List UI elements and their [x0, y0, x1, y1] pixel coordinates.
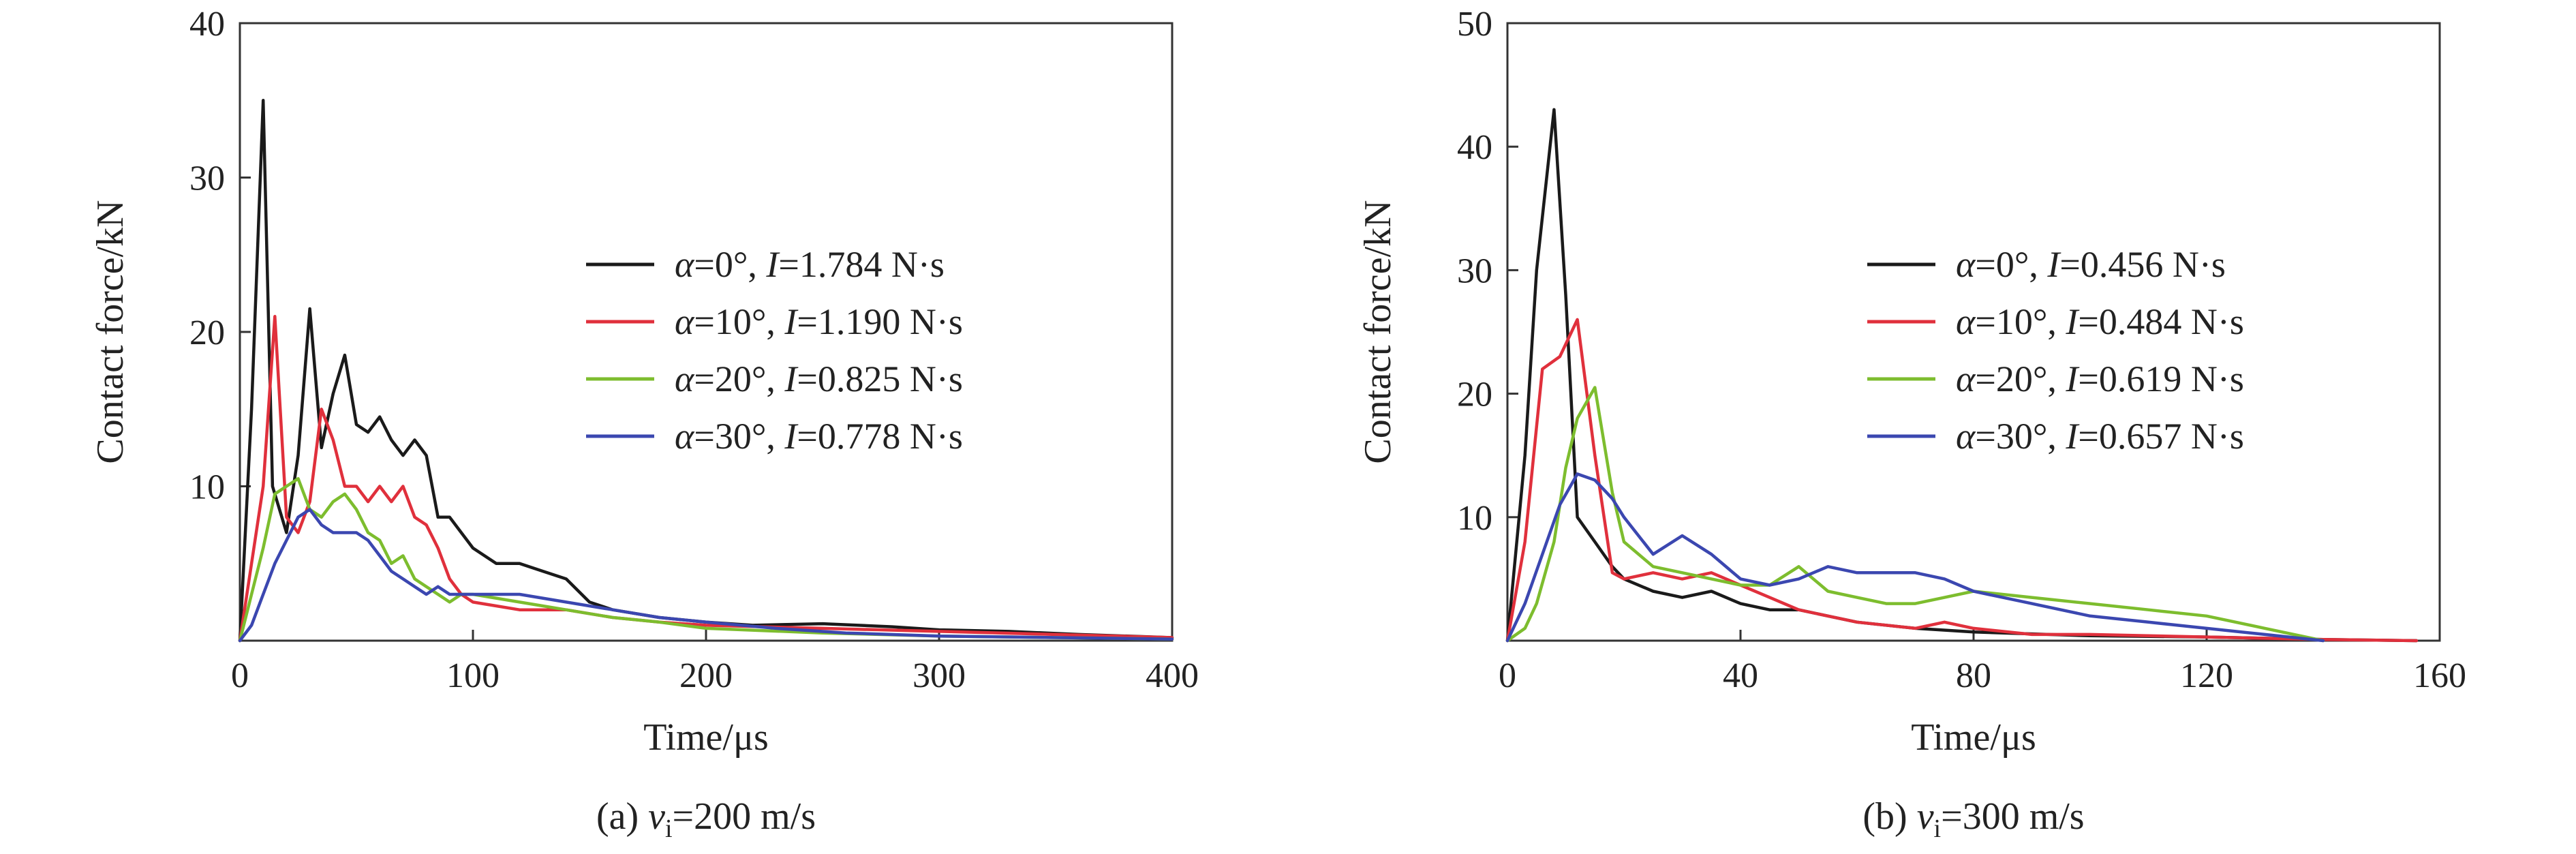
x-tick-label: 100 — [446, 656, 500, 695]
x-tick-label: 80 — [1956, 656, 1991, 695]
legend-entry: α=0°, I=1.784 N·s — [675, 244, 945, 285]
legend-entry: α=20°, I=0.619 N·s — [1956, 359, 2244, 399]
x-tick-label: 120 — [2180, 656, 2233, 695]
x-tick-label: 300 — [913, 656, 966, 695]
legend: α=0°, I=1.784 N·s α=10°, I=1.190 N·s α=20°… — [586, 244, 963, 457]
chart-panel-a: 0 100 200 300 400 10 20 30 40 Time/μs Contact forc… — [89, 5, 1199, 843]
y-tick-label: 30 — [189, 159, 225, 198]
x-tick-label: 0 — [1499, 656, 1516, 695]
chart-panel-b: 0 40 80 120 160 10 20 30 40 50 Time/μs Contact forc… — [1357, 5, 2466, 843]
legend: α=0°, I=0.456 N·s α=10°, I=0.484 N·s α=20°… — [1867, 244, 2244, 457]
legend-entry: α=10°, I=0.484 N·s — [1956, 301, 2244, 342]
legend-entry: α=0°, I=0.456 N·s — [1956, 244, 2226, 285]
series-line-3 — [238, 508, 1174, 643]
y-tick-label: 50 — [1457, 5, 1492, 44]
y-tick-label: 20 — [189, 314, 225, 352]
y-tick-label: 40 — [1457, 128, 1492, 167]
x-axis-title: Time/μs — [643, 716, 769, 759]
series-line-2 — [238, 476, 1174, 643]
y-tick-label: 10 — [1457, 499, 1492, 538]
y-tick-label: 10 — [189, 468, 225, 507]
y-tick-label: 40 — [189, 5, 225, 44]
legend-entry: α=30°, I=0.778 N·s — [675, 416, 963, 457]
x-tick-label: 160 — [2413, 656, 2466, 695]
x-tick-label: 0 — [231, 656, 249, 695]
y-tick-label: 20 — [1457, 376, 1492, 414]
series-line-0 — [238, 99, 1174, 643]
panel-caption: (a) vi=200 m/s — [596, 795, 816, 843]
x-tick-label: 200 — [679, 656, 733, 695]
x-tick-label: 40 — [1723, 656, 1758, 695]
panel-caption: (b) vi=300 m/s — [1862, 795, 2084, 843]
series-line-3 — [1505, 472, 2325, 643]
y-axis-title: Contact force/kN — [1357, 200, 1399, 463]
legend-entry: α=20°, I=0.825 N·s — [675, 359, 963, 399]
legend-entry: α=30°, I=0.657 N·s — [1956, 416, 2244, 457]
y-axis-title: Contact force/kN — [89, 200, 132, 463]
y-tick-label: 30 — [1457, 251, 1492, 290]
x-tick-label: 400 — [1146, 656, 1199, 695]
series-line-1 — [1505, 318, 2419, 643]
x-axis-title: Time/μs — [1911, 716, 2036, 759]
legend-entry: α=10°, I=1.190 N·s — [675, 301, 963, 342]
